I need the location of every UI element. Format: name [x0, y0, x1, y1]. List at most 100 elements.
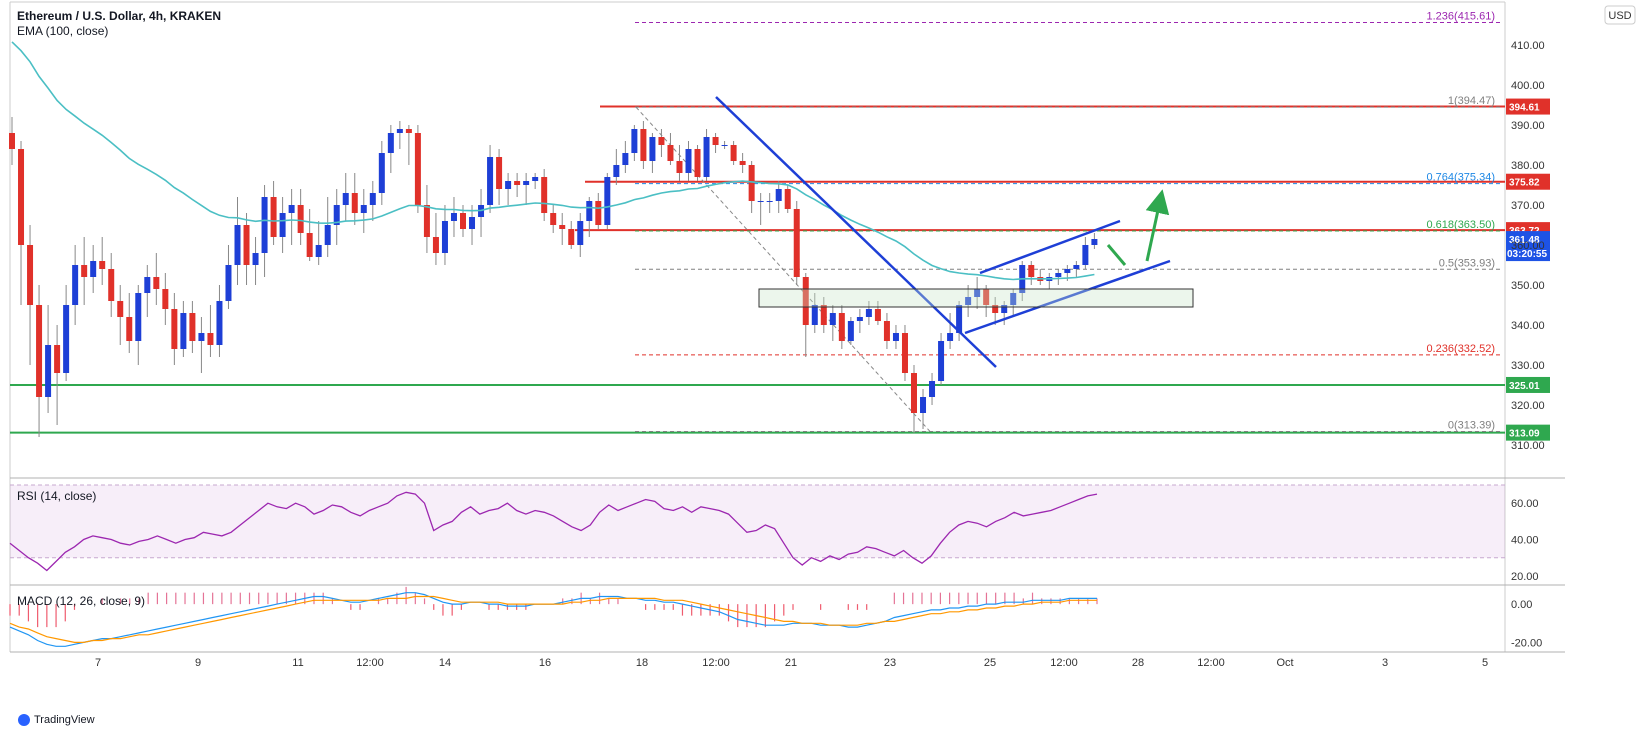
fib-label: 0(313.39): [1448, 419, 1495, 431]
time-axis[interactable]: 7 9 11 12:00 14 16 18 12:00 21 23 25 12:00 28 12:00 Oc…: [95, 657, 1488, 669]
fib-label: 1.236(415.61): [1427, 11, 1496, 23]
candle-body: [9, 133, 15, 149]
level-price-tag: [1506, 98, 1550, 115]
candle-body: [297, 205, 304, 233]
candle-body: [54, 345, 61, 373]
candle-body: [613, 165, 620, 177]
price-tick-label: 380.00: [1511, 160, 1545, 172]
candle-body: [225, 265, 232, 301]
candle-body: [387, 133, 394, 153]
current-price-tag: [1506, 231, 1550, 262]
candle-body: [180, 313, 187, 349]
footer: TradingView: [18, 712, 95, 728]
candle-body: [523, 181, 530, 185]
countdown-label: 03:20:55: [1507, 249, 1547, 260]
fib-label: 1(394.47): [1448, 95, 1495, 107]
candle-body: [685, 149, 692, 173]
time-tick-label: 12:00: [702, 657, 730, 669]
candle-body: [324, 225, 331, 245]
support-zone: [758, 288, 1194, 308]
fib-label: 0.764(375.34): [1427, 172, 1496, 184]
price-tick-label: 400.00: [1511, 80, 1545, 92]
candle-body: [18, 149, 25, 245]
level-price-label: 313.09: [1509, 429, 1540, 440]
ema-line: [11, 41, 1095, 281]
candle-body: [351, 193, 358, 213]
candle-body: [974, 289, 981, 297]
currency-badge[interactable]: USD: [1604, 5, 1636, 25]
candle-body: [541, 177, 548, 213]
price-axis[interactable]: 410.00 400.00 390.00 380.00 370.00 360.00 350.…: [1511, 40, 1545, 452]
candle-body: [586, 201, 593, 221]
time-tick-label: 5: [1482, 657, 1488, 669]
candle-body: [775, 189, 782, 201]
candle-body: [793, 209, 800, 277]
candle-body: [829, 313, 836, 325]
candle-body: [432, 237, 439, 253]
macd-legend: MACD (12, 26, close, 9): [17, 594, 145, 608]
macd-signal-line: [9, 595, 1097, 644]
candle-body: [649, 137, 656, 161]
candle-body: [568, 229, 575, 245]
candle-body: [514, 181, 521, 185]
candle-body: [171, 309, 178, 349]
macd-tick-label: 0.00: [1511, 599, 1532, 611]
level-price-label: 325.01: [1509, 381, 1540, 392]
candle-body: [306, 233, 313, 257]
candle-body: [441, 221, 448, 253]
candle-body: [414, 133, 421, 205]
candle-body: [604, 177, 611, 225]
candle-body: [892, 333, 899, 341]
time-tick-label: 7: [95, 657, 101, 669]
ema-legend: EMA (100, close): [17, 24, 108, 38]
candle-body: [487, 157, 494, 205]
candle-body: [207, 333, 214, 345]
pullback-arrow-stroke: [1106, 244, 1127, 266]
time-tick-label: Oct: [1276, 657, 1293, 669]
candle-body: [784, 189, 791, 209]
candle-body: [405, 129, 412, 133]
candle-body: [622, 153, 629, 165]
candle-body: [938, 341, 945, 381]
candle-body: [640, 129, 647, 161]
candle-body: [126, 317, 133, 341]
candle-body: [396, 129, 403, 133]
price-tick-label: 360.00: [1511, 240, 1545, 252]
candle-body: [1064, 269, 1071, 273]
candle-body: [703, 137, 710, 177]
time-tick-label: 11: [292, 657, 303, 669]
candle-body: [766, 201, 773, 202]
fib-trend-line: [635, 106, 931, 432]
ema-polyline: [11, 41, 1095, 281]
candle-body: [965, 297, 972, 305]
candle-body: [198, 333, 205, 341]
candle-body: [315, 245, 322, 257]
macd-pane: 0.00 -20.00: [9, 586, 1542, 649]
candle-body: [748, 165, 755, 201]
candle-body: [992, 305, 999, 313]
candle-body: [811, 305, 818, 325]
time-tick-label: 12:00: [1050, 657, 1078, 669]
candle-body: [252, 253, 259, 265]
channel-upper-line: [979, 219, 1121, 275]
time-tick-label: 3: [1382, 657, 1388, 669]
level-price-label: 394.61: [1509, 103, 1540, 114]
svg-text:USD: USD: [1608, 10, 1631, 22]
candle-body: [360, 205, 367, 213]
candle-body: [856, 317, 863, 321]
candle-body: [90, 261, 97, 277]
candle-body: [216, 301, 223, 345]
candle-body: [1055, 273, 1062, 277]
rsi-pane: 60.00 40.00 20.00: [9, 484, 1539, 583]
candle-body: [243, 225, 250, 265]
chart-title: Ethereum / U.S. Dollar, 4h, KRAKEN: [17, 9, 221, 23]
fib-label: 0.618(363.50): [1427, 219, 1496, 231]
candle-body: [658, 137, 665, 145]
time-tick-label: 28: [1132, 657, 1144, 669]
candle-body: [550, 213, 557, 225]
bearish-trendline: [715, 96, 997, 368]
candle-body: [135, 293, 142, 341]
time-tick-label: 23: [884, 657, 896, 669]
time-tick-label: 25: [984, 657, 996, 669]
candle-body: [72, 265, 79, 305]
